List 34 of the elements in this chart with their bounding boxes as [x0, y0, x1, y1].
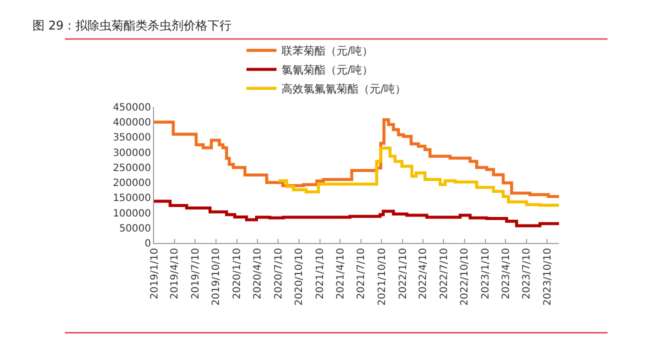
y-tick-label: 250000: [112, 162, 151, 174]
y-tick-label: 450000: [112, 102, 151, 114]
x-tick-label: 2021/7/10: [356, 248, 368, 300]
x-tick-label: 2020/4/10: [252, 248, 264, 300]
x-tick-label: 2020/1/10: [232, 248, 244, 300]
x-tick-label: 2021/4/10: [335, 248, 346, 300]
x-tick-label: 2023/1/10: [480, 248, 492, 300]
x-tick-label: 2023/4/10: [500, 248, 512, 300]
y-tick-label: 0: [144, 238, 151, 250]
x-tick-label: 2019/4/10: [170, 248, 181, 300]
chart-title: 图 29：拟除虫菊酯类杀虫剂价格下行: [32, 18, 232, 32]
legend-label: 氯氰菊酯（元/吨）: [282, 64, 374, 77]
x-tick-label: 2020/7/10: [273, 248, 284, 300]
x-tick-label: 2019/7/10: [190, 248, 202, 300]
x-tick-label: 2022/10/10: [460, 248, 471, 306]
x-tick-label: 2022/1/10: [398, 248, 409, 300]
legend-label: 高效氯氟氰菊酯（元/吨）: [282, 82, 406, 96]
y-tick-label: 350000: [112, 132, 151, 144]
x-tick-label: 2021/1/10: [315, 248, 326, 300]
y-tick-label: 300000: [112, 148, 151, 159]
x-tick-label: 2023/10/10: [542, 248, 554, 306]
y-tick-label: 400000: [112, 118, 151, 129]
y-tick-label: 150000: [112, 193, 151, 204]
x-tick-label: 2021/10/10: [376, 248, 388, 306]
y-tick-label: 200000: [112, 178, 151, 190]
x-tick-label: 2020/10/10: [294, 248, 306, 306]
y-tick-label: 100000: [112, 208, 151, 220]
x-tick-label: 2022/7/10: [438, 248, 450, 300]
x-tick-label: 2023/7/10: [522, 248, 533, 300]
x-tick-label: 2019/10/10: [211, 248, 222, 306]
x-tick-label: 2022/4/10: [418, 248, 430, 300]
x-tick-label: 2019/1/10: [149, 248, 160, 300]
y-tick-label: 50000: [119, 223, 151, 234]
legend-label: 联苯菊酯（元/吨）: [282, 44, 374, 58]
